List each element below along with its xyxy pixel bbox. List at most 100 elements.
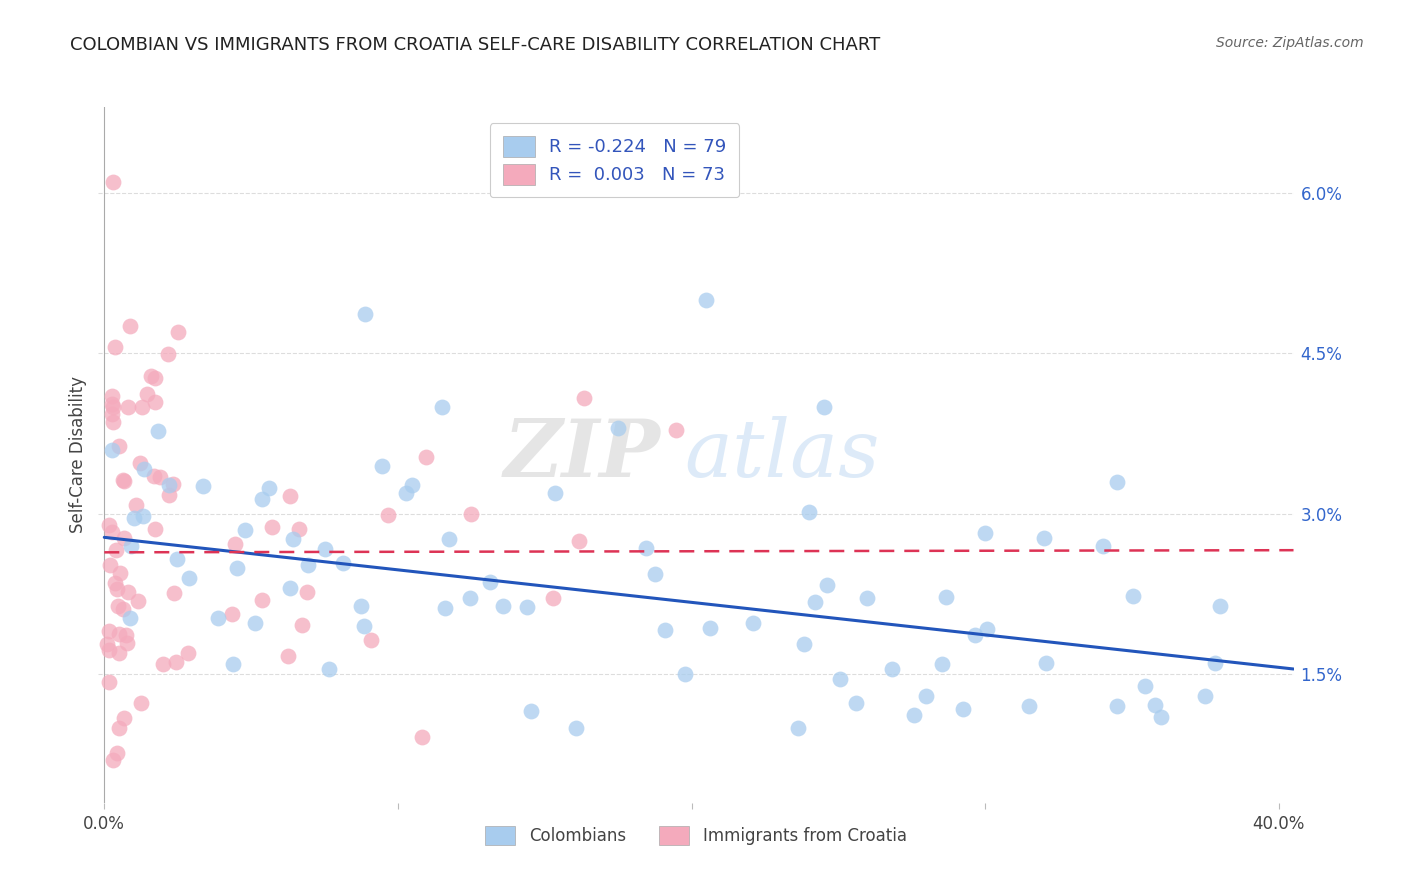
Point bbox=[120, 611, 142, 625]
Point bbox=[291, 618, 314, 632]
Point bbox=[607, 421, 630, 435]
Point bbox=[127, 594, 149, 608]
Point bbox=[112, 474, 135, 488]
Point bbox=[131, 400, 153, 414]
Point bbox=[297, 558, 319, 572]
Point bbox=[278, 489, 301, 503]
Point bbox=[516, 599, 538, 614]
Point bbox=[117, 400, 139, 414]
Point bbox=[277, 649, 299, 664]
Point bbox=[401, 478, 423, 492]
Point bbox=[112, 473, 135, 487]
Point bbox=[105, 582, 128, 597]
Point bbox=[165, 655, 187, 669]
Point bbox=[103, 415, 125, 429]
Point bbox=[112, 711, 135, 725]
Point bbox=[129, 696, 152, 710]
Point bbox=[283, 533, 305, 547]
Point bbox=[117, 584, 139, 599]
Point bbox=[107, 627, 129, 641]
Point bbox=[107, 599, 129, 614]
Point bbox=[224, 536, 246, 550]
Point bbox=[104, 542, 127, 557]
Point bbox=[318, 662, 340, 676]
Point bbox=[101, 524, 124, 539]
Point bbox=[664, 423, 686, 437]
Point bbox=[395, 486, 418, 500]
Text: COLOMBIAN VS IMMIGRANTS FROM CROATIA SELF-CARE DISABILITY CORRELATION CHART: COLOMBIAN VS IMMIGRANTS FROM CROATIA SEL… bbox=[70, 36, 880, 54]
Point bbox=[221, 607, 243, 621]
Point bbox=[492, 599, 515, 613]
Point bbox=[564, 721, 586, 735]
Point bbox=[166, 325, 188, 339]
Point bbox=[963, 628, 986, 642]
Point bbox=[1107, 699, 1129, 714]
Point bbox=[815, 578, 838, 592]
Point bbox=[1035, 656, 1057, 670]
Point bbox=[101, 389, 124, 403]
Point bbox=[295, 585, 318, 599]
Point bbox=[976, 623, 998, 637]
Point bbox=[931, 657, 953, 672]
Point bbox=[1150, 710, 1173, 724]
Point bbox=[541, 591, 564, 605]
Point bbox=[132, 462, 155, 476]
Point bbox=[797, 505, 820, 519]
Point bbox=[111, 602, 134, 616]
Point bbox=[1133, 680, 1156, 694]
Point bbox=[110, 566, 132, 581]
Point bbox=[1032, 531, 1054, 545]
Point bbox=[634, 541, 657, 555]
Point bbox=[100, 407, 122, 421]
Point bbox=[787, 721, 810, 735]
Point bbox=[430, 400, 453, 414]
Y-axis label: Self-Care Disability: Self-Care Disability bbox=[69, 376, 87, 533]
Point bbox=[129, 456, 152, 470]
Point bbox=[226, 561, 249, 575]
Point bbox=[804, 594, 827, 608]
Point bbox=[108, 439, 131, 453]
Point bbox=[915, 690, 938, 704]
Point bbox=[741, 615, 763, 630]
Point bbox=[350, 599, 373, 614]
Point bbox=[654, 624, 676, 638]
Point bbox=[135, 387, 157, 401]
Point bbox=[252, 593, 274, 607]
Point bbox=[882, 662, 904, 676]
Point bbox=[179, 571, 201, 585]
Point bbox=[1204, 657, 1226, 671]
Point bbox=[1194, 689, 1216, 703]
Point bbox=[568, 534, 591, 549]
Text: Source: ZipAtlas.com: Source: ZipAtlas.com bbox=[1216, 36, 1364, 50]
Point bbox=[437, 532, 460, 546]
Point bbox=[544, 486, 567, 500]
Point bbox=[433, 600, 456, 615]
Point bbox=[974, 525, 997, 540]
Point bbox=[233, 523, 256, 537]
Point bbox=[98, 642, 121, 657]
Text: ZIP: ZIP bbox=[503, 417, 661, 493]
Point bbox=[243, 616, 266, 631]
Point bbox=[143, 371, 166, 385]
Point bbox=[115, 628, 138, 642]
Point bbox=[332, 556, 354, 570]
Point bbox=[257, 481, 280, 495]
Point bbox=[845, 696, 868, 710]
Point bbox=[856, 591, 879, 605]
Point bbox=[156, 347, 179, 361]
Point bbox=[287, 522, 309, 536]
Point bbox=[139, 369, 162, 384]
Point bbox=[1091, 540, 1114, 554]
Point bbox=[104, 575, 127, 590]
Legend: Colombians, Immigrants from Croatia: Colombians, Immigrants from Croatia bbox=[474, 814, 918, 857]
Point bbox=[120, 539, 142, 553]
Point bbox=[125, 498, 148, 512]
Point bbox=[143, 395, 166, 409]
Point bbox=[101, 175, 124, 189]
Point bbox=[1018, 699, 1040, 714]
Point bbox=[793, 637, 815, 651]
Point bbox=[830, 672, 852, 686]
Point bbox=[360, 633, 382, 648]
Point bbox=[479, 575, 502, 590]
Point bbox=[131, 509, 153, 524]
